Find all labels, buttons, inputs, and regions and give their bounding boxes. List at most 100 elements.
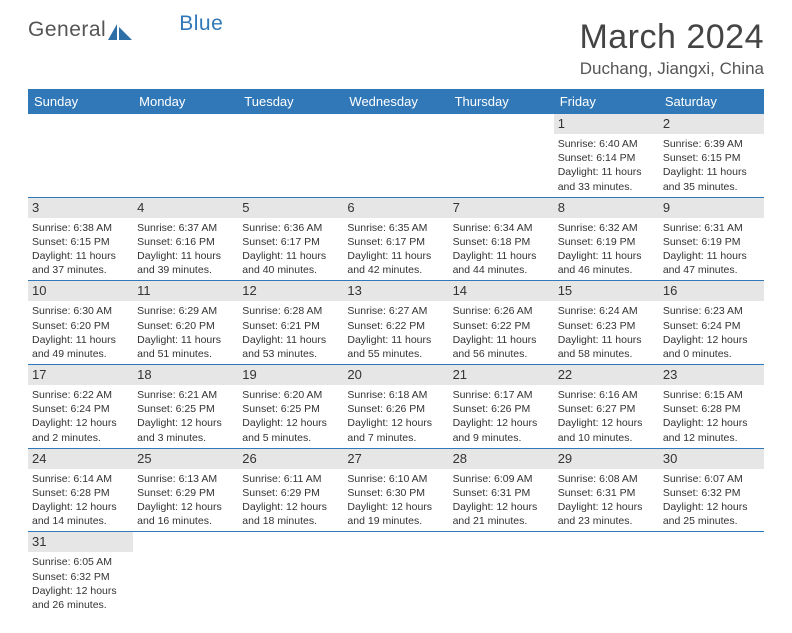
day-number: 8	[558, 200, 565, 215]
day-number: 10	[32, 283, 46, 298]
daylight-text-1: Daylight: 12 hours	[137, 416, 234, 430]
daylight-text-2: and 37 minutes.	[32, 263, 129, 277]
calendar-cell: 13Sunrise: 6:27 AMSunset: 6:22 PMDayligh…	[343, 281, 448, 365]
day-details: Sunrise: 6:34 AMSunset: 6:18 PMDaylight:…	[449, 218, 554, 281]
day-details: Sunrise: 6:38 AMSunset: 6:15 PMDaylight:…	[28, 218, 133, 281]
calendar-cell: 15Sunrise: 6:24 AMSunset: 6:23 PMDayligh…	[554, 281, 659, 365]
daylight-text-1: Daylight: 11 hours	[32, 333, 129, 347]
daylight-text-2: and 33 minutes.	[558, 180, 655, 194]
calendar-cell: 20Sunrise: 6:18 AMSunset: 6:26 PMDayligh…	[343, 365, 448, 449]
daylight-text-2: and 47 minutes.	[663, 263, 760, 277]
logo-text-general: General	[28, 18, 106, 42]
daylight-text-2: and 0 minutes.	[663, 347, 760, 361]
sunrise-text: Sunrise: 6:17 AM	[453, 388, 550, 402]
sunset-text: Sunset: 6:20 PM	[137, 319, 234, 333]
calendar-cell	[449, 532, 554, 615]
calendar-cell: 30Sunrise: 6:07 AMSunset: 6:32 PMDayligh…	[659, 448, 764, 532]
day-number-bar: 6	[343, 198, 448, 218]
sunrise-text: Sunrise: 6:11 AM	[242, 472, 339, 486]
sunrise-text: Sunrise: 6:16 AM	[558, 388, 655, 402]
daylight-text-1: Daylight: 11 hours	[242, 333, 339, 347]
daylight-text-1: Daylight: 12 hours	[32, 500, 129, 514]
day-number: 6	[347, 200, 354, 215]
day-details: Sunrise: 6:21 AMSunset: 6:25 PMDaylight:…	[133, 385, 238, 448]
sunrise-text: Sunrise: 6:10 AM	[347, 472, 444, 486]
calendar-week-row: 1Sunrise: 6:40 AMSunset: 6:14 PMDaylight…	[28, 114, 764, 197]
day-details: Sunrise: 6:37 AMSunset: 6:16 PMDaylight:…	[133, 218, 238, 281]
day-details: Sunrise: 6:40 AMSunset: 6:14 PMDaylight:…	[554, 134, 659, 197]
day-number-bar: 4	[133, 198, 238, 218]
daylight-text-2: and 53 minutes.	[242, 347, 339, 361]
day-details: Sunrise: 6:14 AMSunset: 6:28 PMDaylight:…	[28, 469, 133, 532]
sunrise-text: Sunrise: 6:14 AM	[32, 472, 129, 486]
day-details: Sunrise: 6:05 AMSunset: 6:32 PMDaylight:…	[28, 552, 133, 615]
day-details: Sunrise: 6:28 AMSunset: 6:21 PMDaylight:…	[238, 301, 343, 364]
sunset-text: Sunset: 6:28 PM	[32, 486, 129, 500]
day-number-bar: 13	[343, 281, 448, 301]
day-details: Sunrise: 6:10 AMSunset: 6:30 PMDaylight:…	[343, 469, 448, 532]
weekday-friday: Friday	[554, 89, 659, 114]
day-details: Sunrise: 6:22 AMSunset: 6:24 PMDaylight:…	[28, 385, 133, 448]
sunrise-text: Sunrise: 6:34 AM	[453, 221, 550, 235]
calendar-cell: 8Sunrise: 6:32 AMSunset: 6:19 PMDaylight…	[554, 197, 659, 281]
day-number: 24	[32, 451, 46, 466]
sunrise-text: Sunrise: 6:22 AM	[32, 388, 129, 402]
weekday-sunday: Sunday	[28, 89, 133, 114]
sunrise-text: Sunrise: 6:24 AM	[558, 304, 655, 318]
day-number: 3	[32, 200, 39, 215]
daylight-text-1: Daylight: 11 hours	[558, 165, 655, 179]
sunrise-text: Sunrise: 6:28 AM	[242, 304, 339, 318]
daylight-text-1: Daylight: 11 hours	[558, 249, 655, 263]
calendar-week-row: 3 Sunrise: 6:38 AMSunset: 6:15 PMDaylight…	[28, 197, 764, 281]
daylight-text-2: and 35 minutes.	[663, 180, 760, 194]
calendar-cell: 26Sunrise: 6:11 AMSunset: 6:29 PMDayligh…	[238, 448, 343, 532]
sunrise-text: Sunrise: 6:37 AM	[137, 221, 234, 235]
day-number-bar: 2	[659, 114, 764, 134]
sunrise-text: Sunrise: 6:31 AM	[663, 221, 760, 235]
weekday-saturday: Saturday	[659, 89, 764, 114]
calendar-cell: 5Sunrise: 6:36 AMSunset: 6:17 PMDaylight…	[238, 197, 343, 281]
day-details: Sunrise: 6:20 AMSunset: 6:25 PMDaylight:…	[238, 385, 343, 448]
day-number-bar: 26	[238, 449, 343, 469]
calendar-cell: 22Sunrise: 6:16 AMSunset: 6:27 PMDayligh…	[554, 365, 659, 449]
day-number: 5	[242, 200, 249, 215]
calendar-cell: 18Sunrise: 6:21 AMSunset: 6:25 PMDayligh…	[133, 365, 238, 449]
sunrise-text: Sunrise: 6:39 AM	[663, 137, 760, 151]
daylight-text-1: Daylight: 11 hours	[453, 333, 550, 347]
day-number-bar: 9	[659, 198, 764, 218]
sunset-text: Sunset: 6:21 PM	[242, 319, 339, 333]
calendar-week-row: 17Sunrise: 6:22 AMSunset: 6:24 PMDayligh…	[28, 365, 764, 449]
day-number-bar: 16	[659, 281, 764, 301]
month-title: March 2024	[579, 18, 764, 57]
daylight-text-2: and 46 minutes.	[558, 263, 655, 277]
calendar-cell: 21Sunrise: 6:17 AMSunset: 6:26 PMDayligh…	[449, 365, 554, 449]
calendar-cell	[133, 114, 238, 197]
day-number: 30	[663, 451, 677, 466]
daylight-text-1: Daylight: 12 hours	[242, 416, 339, 430]
calendar-cell	[659, 532, 764, 615]
day-number-bar: 10	[28, 281, 133, 301]
day-number: 25	[137, 451, 151, 466]
daylight-text-1: Daylight: 11 hours	[663, 165, 760, 179]
sunrise-text: Sunrise: 6:20 AM	[242, 388, 339, 402]
day-number-bar: 22	[554, 365, 659, 385]
sunset-text: Sunset: 6:18 PM	[453, 235, 550, 249]
day-number: 7	[453, 200, 460, 215]
sunset-text: Sunset: 6:25 PM	[242, 402, 339, 416]
sunrise-text: Sunrise: 6:15 AM	[663, 388, 760, 402]
logo-text-blue: Blue	[179, 12, 223, 36]
daylight-text-2: and 21 minutes.	[453, 514, 550, 528]
sunset-text: Sunset: 6:28 PM	[663, 402, 760, 416]
daylight-text-1: Daylight: 12 hours	[453, 500, 550, 514]
day-details: Sunrise: 6:23 AMSunset: 6:24 PMDaylight:…	[659, 301, 764, 364]
day-details: Sunrise: 6:11 AMSunset: 6:29 PMDaylight:…	[238, 469, 343, 532]
day-number: 21	[453, 367, 467, 382]
day-details: Sunrise: 6:24 AMSunset: 6:23 PMDaylight:…	[554, 301, 659, 364]
calendar-cell	[133, 532, 238, 615]
daylight-text-2: and 18 minutes.	[242, 514, 339, 528]
day-number-bar: 24	[28, 449, 133, 469]
sunrise-text: Sunrise: 6:07 AM	[663, 472, 760, 486]
daylight-text-2: and 7 minutes.	[347, 431, 444, 445]
daylight-text-1: Daylight: 12 hours	[663, 333, 760, 347]
sunset-text: Sunset: 6:16 PM	[137, 235, 234, 249]
